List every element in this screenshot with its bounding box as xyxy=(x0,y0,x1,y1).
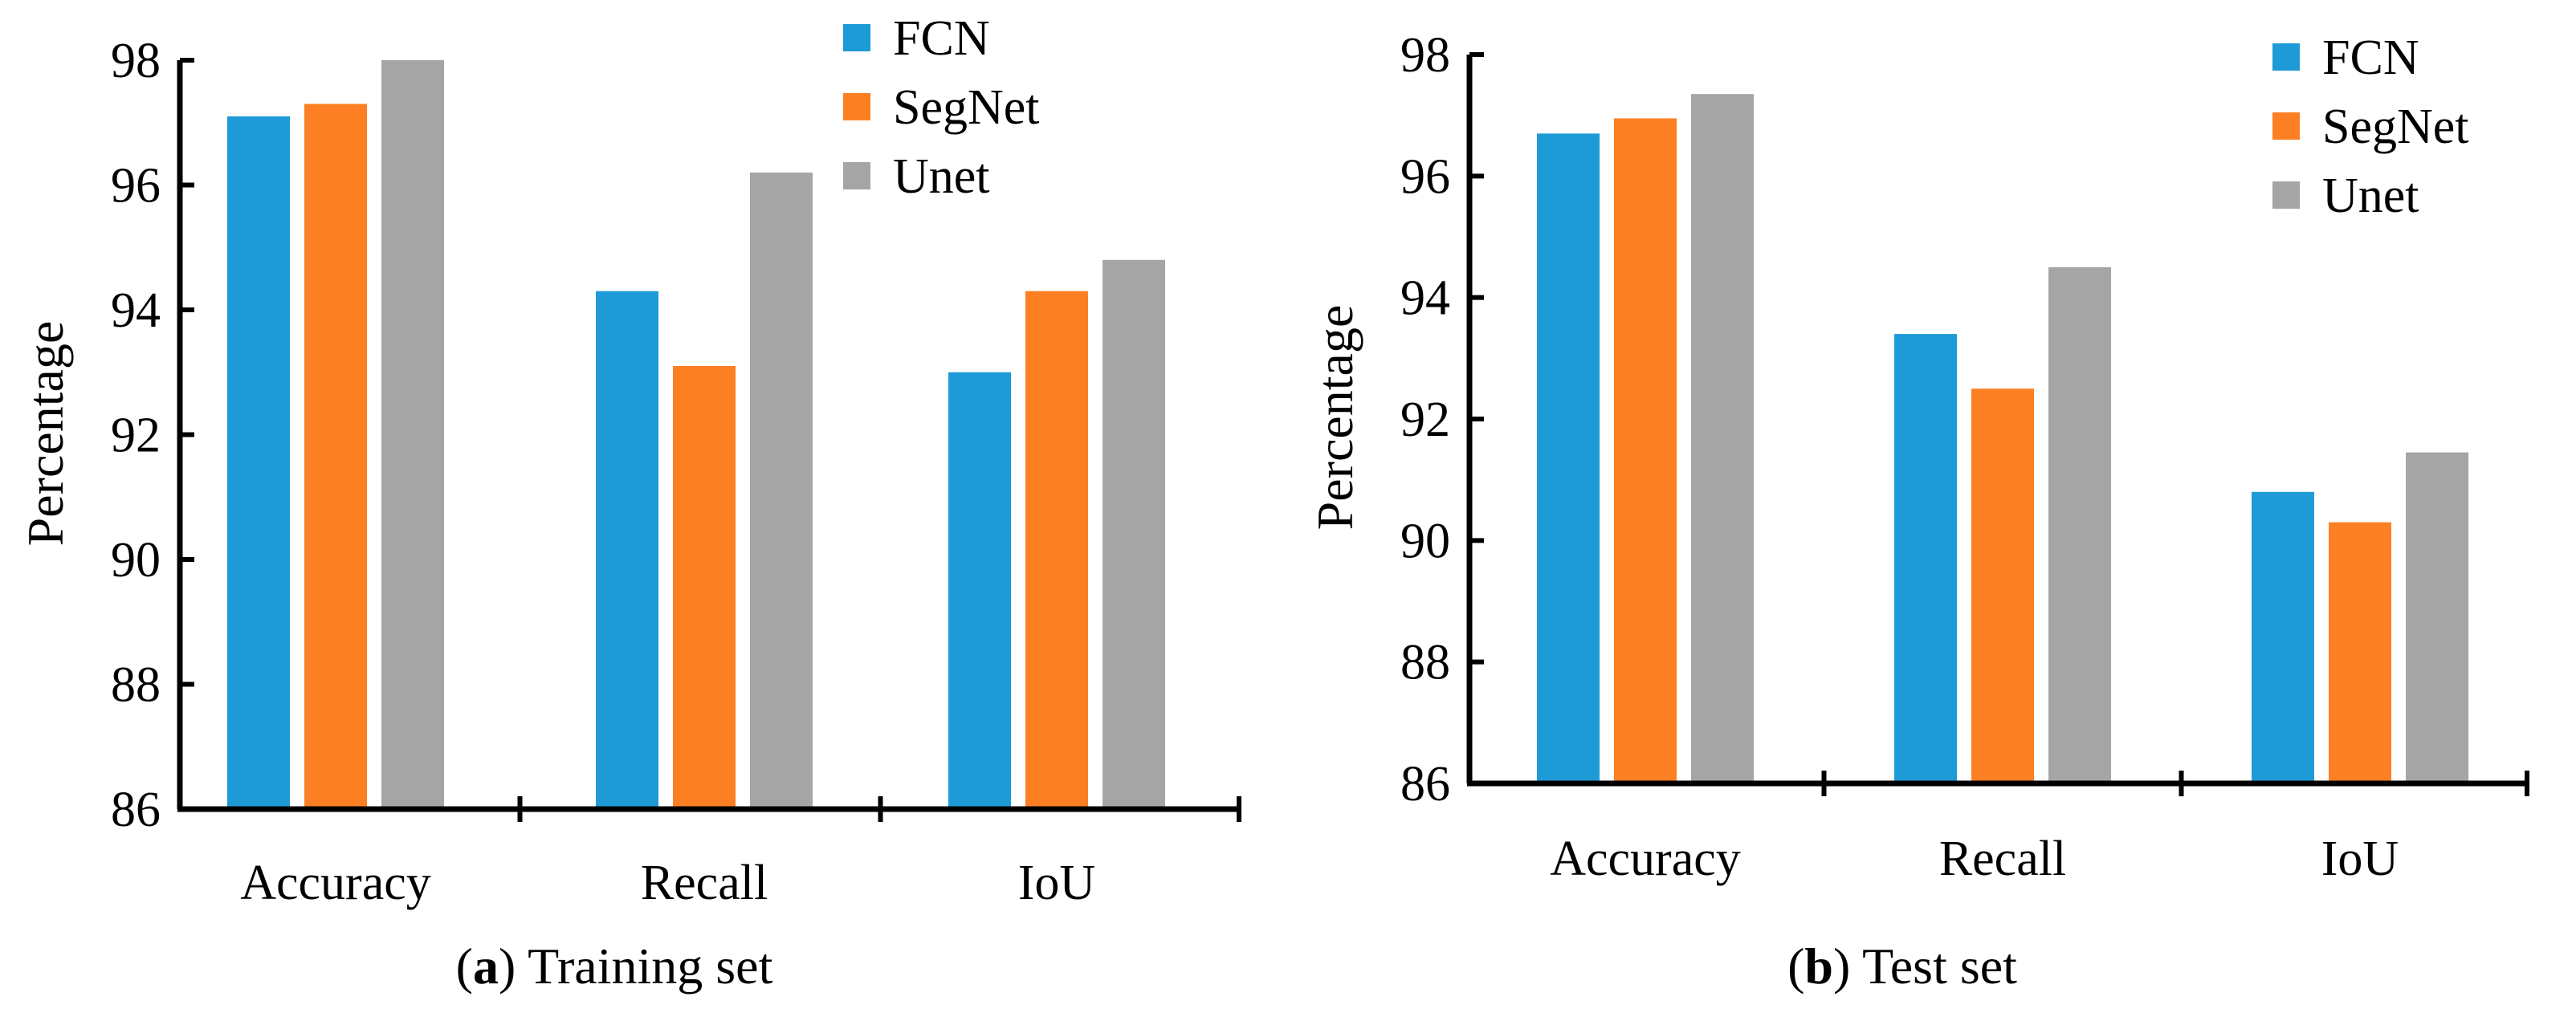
y-tick-label: 98 xyxy=(1400,28,1450,83)
bar-chart-training: 86 88 90 92 94 96 98 Accuracy Recall IoU Percentag… xyxy=(17,11,1241,995)
chart-caption: (a) Training set xyxy=(456,938,773,995)
y-tick-label: 98 xyxy=(111,34,161,88)
bar-unet-iou xyxy=(2406,452,2468,783)
axes: 86 88 90 92 94 96 98 Accuracy Recall IoU xyxy=(1400,28,2529,886)
bar-unet-iou xyxy=(1103,259,1165,809)
bar-segnet-accuracy xyxy=(1614,118,1677,783)
caption-letter: a xyxy=(473,938,499,995)
bar-chart-test: 86 88 90 92 94 96 98 Accuracy Recall IoU Percentag… xyxy=(1306,28,2529,995)
legend-label-fcn: FCN xyxy=(893,11,990,66)
axes: 86 88 90 92 94 96 98 Accuracy Recall IoU xyxy=(111,34,1241,910)
y-tick-label: 92 xyxy=(111,409,161,463)
y-tick-label: 88 xyxy=(111,658,161,713)
bar-fcn-recall xyxy=(1894,334,1957,784)
bar-fcn-accuracy xyxy=(1537,133,1600,783)
legend-label-segnet: SegNet xyxy=(893,80,1040,135)
chart-panel-training: 86 88 90 92 94 96 98 Accuracy Recall IoU Percentag… xyxy=(17,11,1241,995)
legend: FCN SegNet Unet xyxy=(843,11,1040,204)
x-tick-label-accuracy: Accuracy xyxy=(1550,832,1741,886)
legend-swatch-unet xyxy=(843,162,870,189)
y-axis-title: Percentage xyxy=(17,321,74,547)
chart-panel-test: 86 88 90 92 94 96 98 Accuracy Recall IoU Percentag… xyxy=(1288,0,2576,1013)
legend-label-unet: Unet xyxy=(893,149,990,204)
x-tick-label-accuracy: Accuracy xyxy=(240,856,431,910)
bar-unet-accuracy xyxy=(381,60,444,809)
legend-label-fcn: FCN xyxy=(2322,31,2419,85)
bar-unet-recall xyxy=(750,172,813,809)
legend-label-segnet: SegNet xyxy=(2322,100,2469,154)
bar-segnet-recall xyxy=(673,365,736,810)
y-tick-label: 88 xyxy=(1400,636,1450,690)
bar-fcn-recall xyxy=(596,291,658,809)
legend-swatch-segnet xyxy=(2272,112,2300,140)
bars xyxy=(227,60,1165,810)
bar-fcn-iou xyxy=(948,372,1011,809)
y-tick-label: 94 xyxy=(111,283,161,338)
y-tick-label: 86 xyxy=(1400,757,1450,812)
chart-caption: (b) Test set xyxy=(1787,938,2017,995)
x-tick-label-iou: IoU xyxy=(2321,832,2399,886)
y-tick-label: 90 xyxy=(1400,514,1450,568)
bar-segnet-iou xyxy=(1025,291,1088,809)
y-tick-label: 96 xyxy=(111,159,161,214)
legend: FCN SegNet Unet xyxy=(2272,31,2469,223)
legend-swatch-unet xyxy=(2272,181,2300,209)
y-axis-title: Percentage xyxy=(1306,305,1363,531)
legend-swatch-segnet xyxy=(843,93,870,120)
bar-unet-recall xyxy=(2048,266,2111,783)
bar-fcn-iou xyxy=(2252,491,2314,783)
bar-segnet-iou xyxy=(2329,522,2391,783)
x-tick-label-iou: IoU xyxy=(1018,856,1095,910)
y-tick-label: 94 xyxy=(1400,271,1450,326)
x-tick-label-recall: Recall xyxy=(1939,832,2066,886)
y-tick-label: 86 xyxy=(111,783,161,837)
caption-letter: b xyxy=(1804,938,1833,995)
y-tick-label: 90 xyxy=(111,533,161,588)
bars xyxy=(1537,94,2468,784)
legend-swatch-fcn xyxy=(2272,43,2300,71)
y-tick-label: 92 xyxy=(1400,393,1450,447)
x-tick-label-recall: Recall xyxy=(641,856,768,910)
legend-label-unet: Unet xyxy=(2322,169,2419,223)
legend-swatch-fcn xyxy=(843,24,870,51)
y-tick-label: 96 xyxy=(1400,149,1450,204)
bar-segnet-recall xyxy=(1971,389,2034,783)
bar-unet-accuracy xyxy=(1691,94,1754,783)
bar-segnet-accuracy xyxy=(304,104,367,810)
bar-fcn-accuracy xyxy=(227,116,290,810)
